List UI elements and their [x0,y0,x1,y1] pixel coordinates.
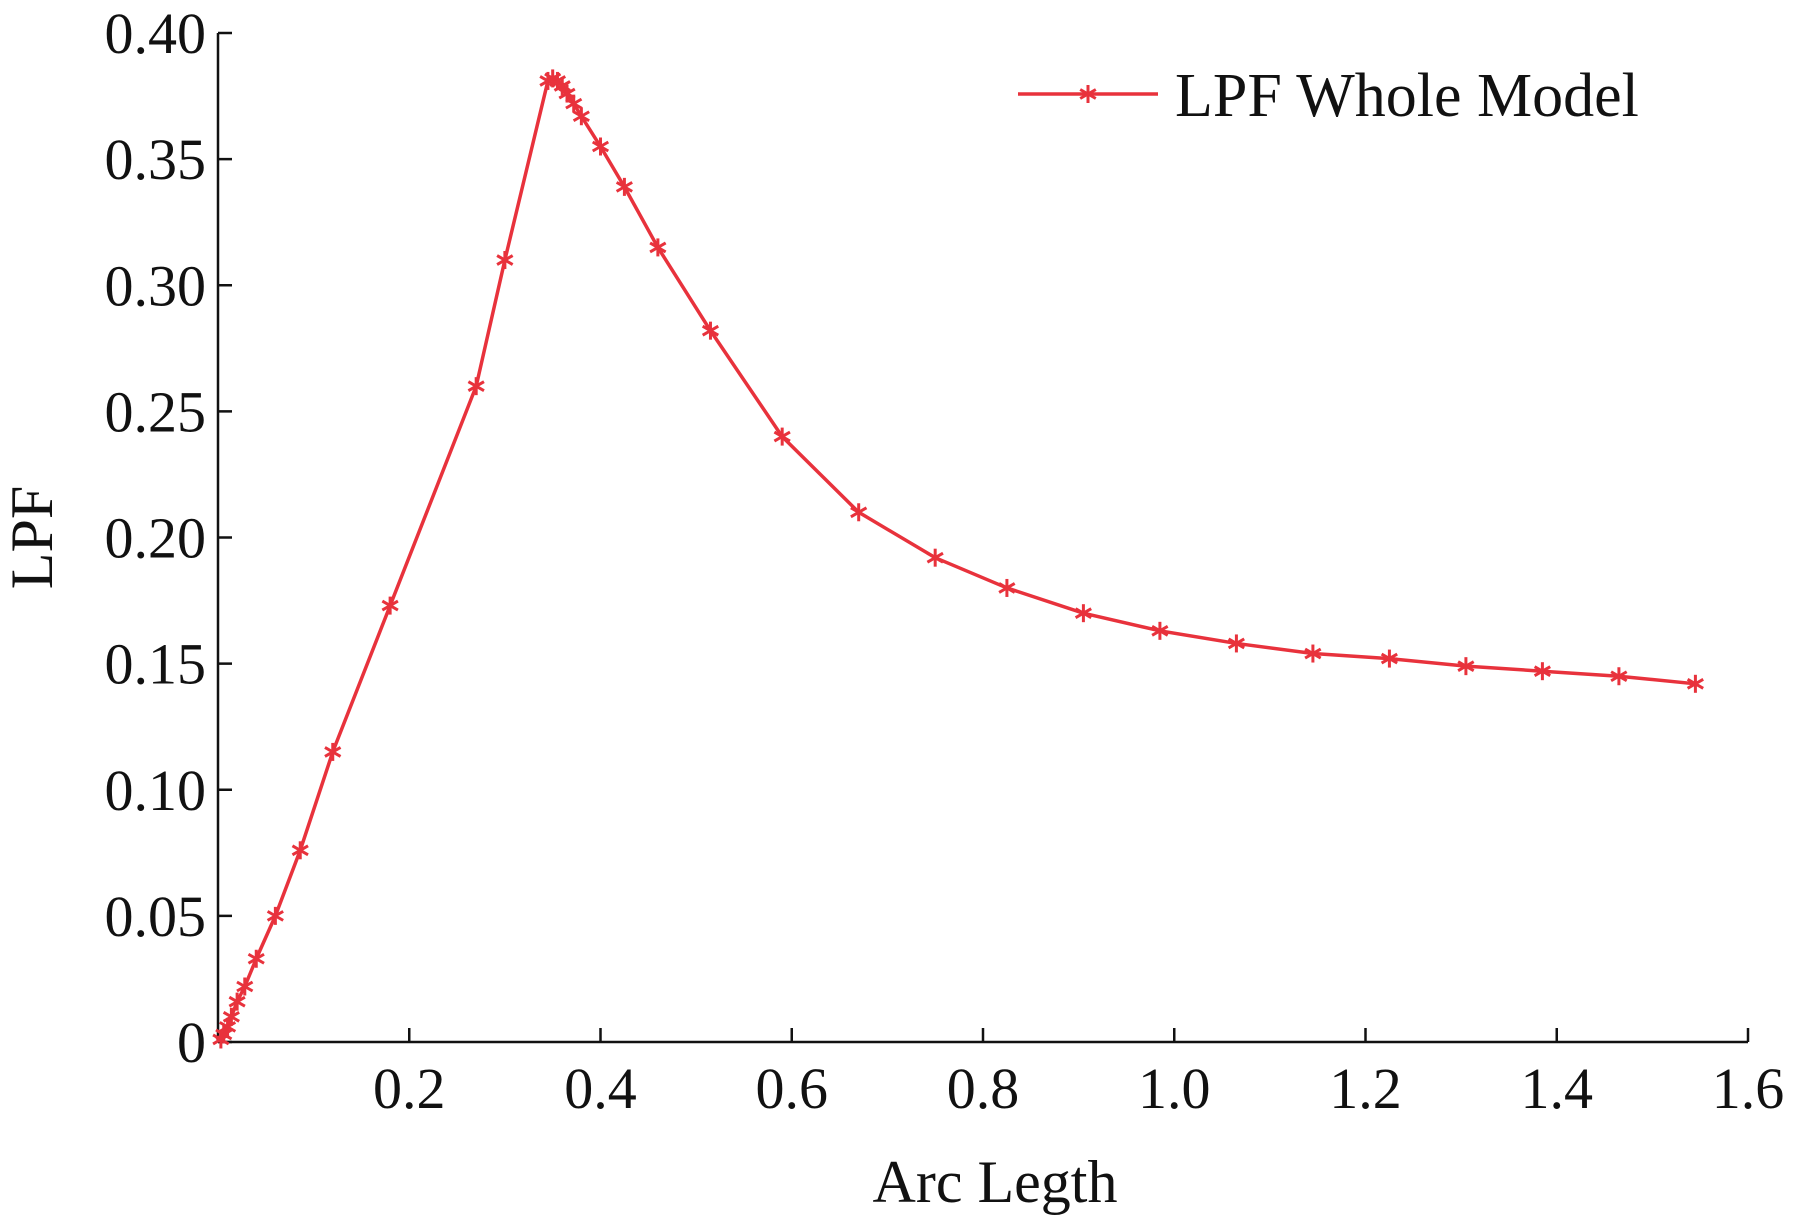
data-point-marker [1610,667,1628,686]
data-point-marker [1686,674,1704,693]
data-point-marker [247,949,265,968]
legend: LPF Whole Model [1018,62,1639,130]
data-point-marker [1457,657,1475,676]
data-point-marker [496,251,514,270]
data-point-marker [324,742,342,761]
y-axis-ticks: 0 0.05 0.10 0.15 0.20 0.25 0.30 0.35 0.40 [105,1,232,1075]
y-axis-title: LPF [0,486,65,589]
x-axis-ticks: 0.2 0.4 0.6 0.8 1.0 1.2 1.4 1.6 [373,1028,1784,1121]
legend-marker-swatch [1079,85,1097,103]
x-tick-label: 0.4 [564,1056,637,1121]
data-point-marker [926,548,944,567]
y-tick-label: 0.05 [105,884,207,949]
legend-label: LPF Whole Model [1175,62,1639,130]
data-point-marker [1533,662,1551,681]
data-point-marker [565,94,583,113]
data-point-marker [467,377,485,396]
data-point-marker [1227,634,1245,653]
data-point-marker [773,427,791,446]
y-tick-label: 0.10 [105,758,207,823]
data-point-marker [228,992,246,1011]
x-tick-label: 1.2 [1329,1056,1402,1121]
data-point-marker [266,906,284,925]
series-line [219,76,1696,1041]
data-point-marker [1380,649,1398,668]
data-point-marker [222,1007,240,1026]
x-tick-label: 0.6 [756,1056,829,1121]
y-tick-label: 0 [177,1010,206,1075]
data-point-marker [1304,644,1322,663]
data-point-marker [291,841,309,860]
data-point-marker [615,177,633,196]
axes [216,33,1748,1044]
y-tick-label: 0.35 [105,127,207,192]
y-tick-label: 0.25 [105,379,207,444]
x-tick-label: 0.8 [947,1056,1020,1121]
y-tick-label: 0.30 [105,253,207,318]
x-tick-label: 1.4 [1521,1056,1594,1121]
data-point-marker [236,977,254,996]
x-tick-label: 1.6 [1712,1056,1785,1121]
x-axis-title: Arc Legth [873,1149,1118,1215]
x-tick-label: 0.2 [373,1056,446,1121]
y-tick-label: 0.40 [105,1,207,66]
data-point-marker [572,107,590,126]
data-point-marker [998,578,1016,597]
plot-area [212,69,1704,1049]
x-tick-label: 1.0 [1138,1056,1211,1121]
y-tick-label: 0.20 [105,506,207,571]
data-point-marker [1074,604,1092,623]
data-point-marker [701,321,720,340]
data-point-marker [850,503,868,522]
data-point-marker [591,137,610,156]
data-point-marker [649,238,667,257]
data-point-marker [1151,621,1169,640]
data-point-marker [381,596,399,615]
y-tick-label: 0.15 [105,632,207,697]
